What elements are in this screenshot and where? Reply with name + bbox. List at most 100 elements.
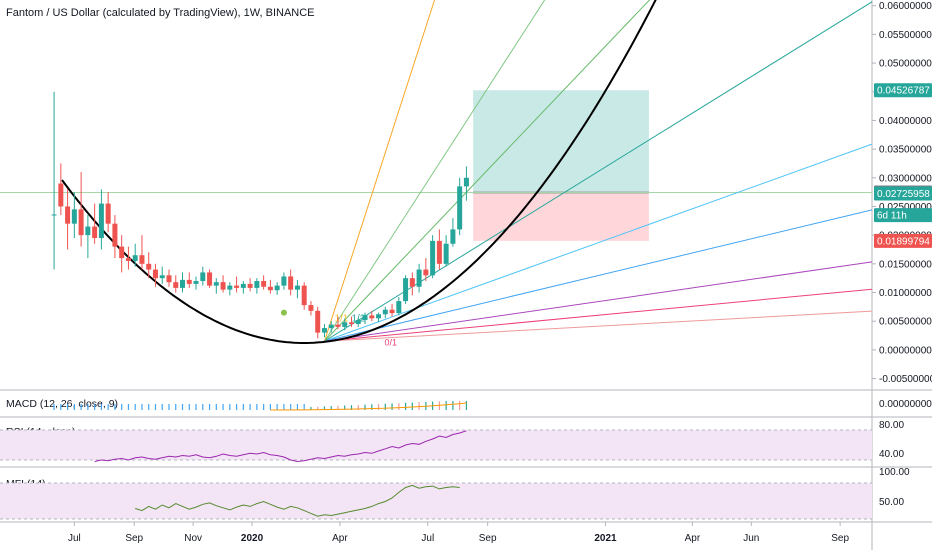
- position-zone: [0, 90, 872, 241]
- candle-body: [376, 314, 382, 319]
- candle-body: [240, 283, 246, 288]
- price-tag: [874, 233, 932, 248]
- candle-body: [450, 229, 456, 244]
- candle-body: [423, 269, 429, 276]
- candle-body: [389, 309, 395, 314]
- candle-body: [146, 263, 152, 270]
- candle-body: [315, 310, 321, 333]
- rsi-axis-label: 80.00: [879, 420, 904, 431]
- candle-body: [193, 281, 199, 284]
- candle-body: [409, 278, 415, 287]
- candle-body: [403, 278, 409, 302]
- price-tick-label: 0.03000000: [879, 173, 932, 184]
- candle-body: [159, 275, 165, 279]
- candle-body: [119, 246, 125, 259]
- mfi-axis-label: 100.00: [879, 467, 910, 478]
- candle-body: [335, 324, 341, 327]
- time-tick-label: 2020: [241, 533, 264, 544]
- macd-signal: [270, 402, 467, 411]
- mfi-band: [0, 483, 872, 519]
- candle-body: [274, 285, 280, 291]
- candle-body: [281, 276, 287, 286]
- candle-body: [200, 272, 206, 282]
- candle-body: [436, 240, 442, 264]
- candle-body: [166, 275, 172, 283]
- candle-body: [288, 276, 294, 290]
- fan-line: [324, 310, 873, 342]
- price-tag-label: 0.02725958: [877, 189, 930, 200]
- candle-body: [58, 183, 64, 207]
- candle-body: [180, 279, 186, 288]
- fan-line: [324, 261, 873, 342]
- candle-body: [294, 285, 300, 290]
- time-tick-label: Apr: [685, 533, 701, 544]
- candle-body: [261, 281, 267, 287]
- time-tick-label: Sep: [479, 533, 497, 544]
- price-tag: [874, 186, 932, 201]
- candle-body: [98, 203, 104, 239]
- candle-body: [328, 324, 334, 329]
- price-tick-label: 0.06000000: [879, 1, 932, 12]
- candle-body: [254, 281, 260, 288]
- fan-label: 0/1: [384, 337, 397, 347]
- time-axis: Jul Sep Nov 2020 Apr Jul Sep 2021 Apr Jun Sep: [68, 522, 849, 544]
- price-tick-label: -0.00500000: [879, 374, 932, 385]
- fan-line: [323, 0, 436, 342]
- price-tag: [874, 83, 932, 98]
- candle-body: [234, 285, 240, 288]
- candle-body: [139, 255, 145, 264]
- macd-label[interactable]: MACD (12, 26, close, 9): [6, 398, 119, 410]
- candle-body: [220, 282, 226, 290]
- chart-title: Fantom / US Dollar (calculated by Tradin…: [6, 7, 315, 19]
- time-tick-label: Sep: [125, 533, 143, 544]
- price-tick-label: 0.04000000: [879, 116, 932, 127]
- price-tag-label: 6d 11h: [877, 211, 907, 222]
- mfi-line: [135, 484, 460, 517]
- candle-body: [396, 301, 402, 314]
- time-tick-label: Jul: [421, 533, 434, 544]
- price-tick-label: 0.05500000: [879, 30, 932, 41]
- candle-body: [152, 269, 158, 279]
- candle-body: [463, 177, 469, 187]
- rsi-axis-label: 40.00: [879, 449, 904, 460]
- candle-body: [207, 272, 213, 286]
- fan-line: [324, 0, 651, 342]
- candle-body: [342, 322, 348, 327]
- candle-body: [105, 203, 111, 224]
- candle-body: [267, 286, 273, 291]
- candles: [51, 91, 469, 339]
- candle-body: [355, 320, 361, 325]
- candle-body: [125, 258, 131, 261]
- macd-axis-label: 0.00000000: [879, 399, 932, 410]
- candle-body: [78, 209, 84, 236]
- candle-body: [173, 282, 179, 288]
- fan-line: [324, 288, 873, 342]
- candle-body: [112, 223, 118, 247]
- time-tick-label: Nov: [184, 533, 202, 544]
- candle-body: [132, 255, 138, 261]
- price-tag-label: 0.04526787: [877, 86, 930, 97]
- candle-body: [443, 243, 449, 264]
- candle-body: [71, 209, 77, 224]
- fan-line: [324, 0, 546, 342]
- price-axis: 0.060000000.055000000.050000000.04500000…: [872, 1, 932, 385]
- indicator-panels: 0.00000000 80.00 40.00 100.00 50.00: [0, 399, 932, 520]
- fan-label: 1/1: [334, 313, 348, 324]
- candle-body: [247, 283, 253, 288]
- price-tick-label: 0.05000000: [879, 59, 932, 70]
- bowl-curve: [61, 0, 657, 344]
- candle-body: [430, 240, 436, 276]
- target-zone: [473, 90, 649, 193]
- price-tick-label: 0.00000000: [879, 345, 932, 356]
- time-tick-label: 2021: [594, 533, 617, 544]
- candle-body: [213, 282, 219, 286]
- candle-body: [457, 186, 463, 230]
- candle-body: [321, 328, 327, 333]
- candle-body: [362, 315, 368, 321]
- signal-dot: [280, 309, 287, 316]
- fan-line: [324, 209, 873, 342]
- rsi-line: [94, 430, 467, 463]
- bowl-curve-line: [61, 0, 657, 344]
